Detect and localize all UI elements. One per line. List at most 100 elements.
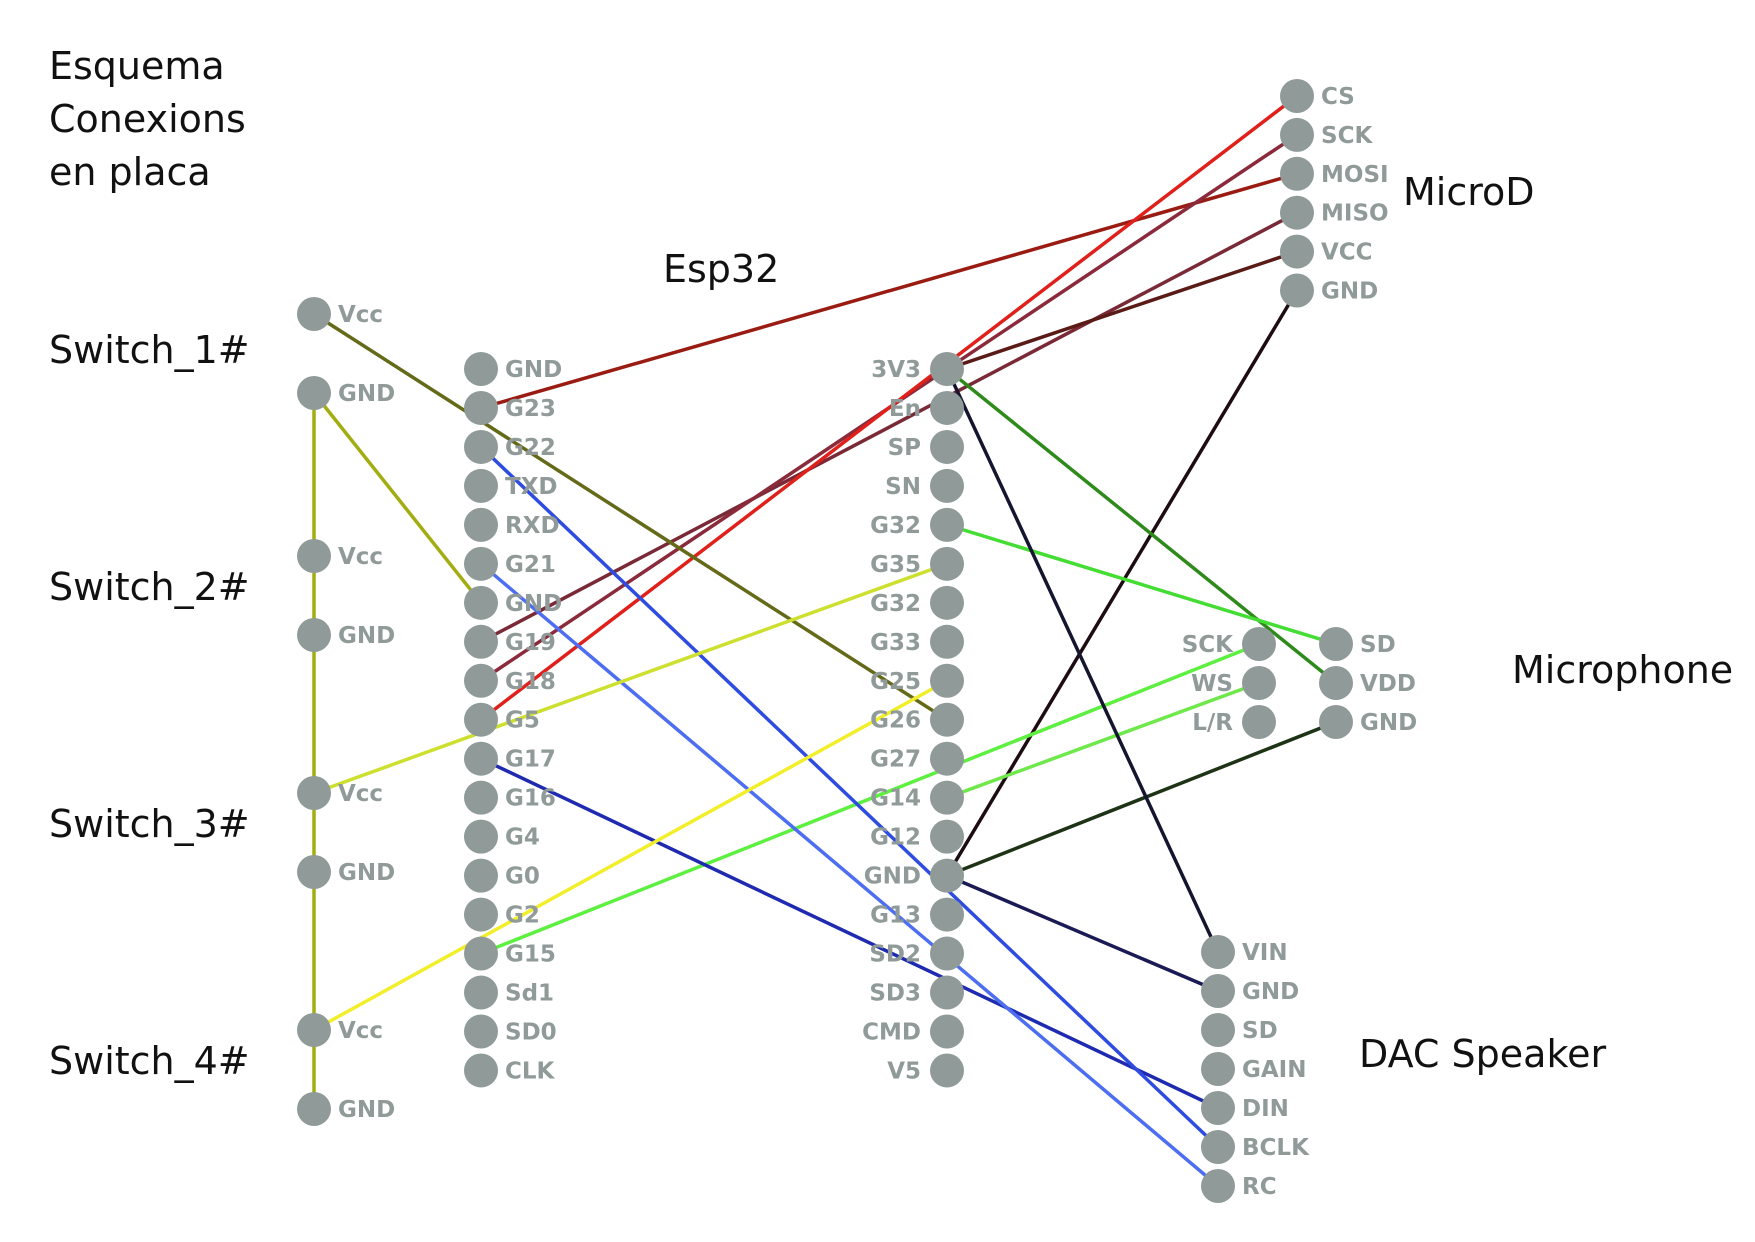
switch-2-vcc-pin-dot xyxy=(297,539,331,573)
esp32-right-pin-g12-dot xyxy=(930,820,964,854)
esp32-left-pin-g21-dot xyxy=(464,547,498,581)
esp32-right-pin-sd2-label: SD2 xyxy=(869,942,921,968)
switch-3-title: Switch_3# xyxy=(49,802,250,846)
esp32-right-pin-gnd-dot xyxy=(930,859,964,893)
esp32-left-pin-gnd-2: GND xyxy=(464,586,562,620)
switch-3-gnd-pin-label: GND xyxy=(338,860,395,886)
microphone-right-pin-sd: SD xyxy=(1319,627,1396,661)
esp32-right-pin-en-dot xyxy=(930,391,964,425)
esp32-right-pin-g13-label: G13 xyxy=(870,903,921,929)
diagram-title-line-3: en placa xyxy=(49,150,211,194)
esp32-right-pin-g13-dot xyxy=(930,898,964,932)
wire-esp32-right-g14-to-microphone-ws xyxy=(947,683,1259,798)
esp32-left-pin-g2-dot xyxy=(464,898,498,932)
dac-pin-din-label: DIN xyxy=(1242,1096,1289,1122)
wire-switch-3-vcc-to-esp32-right-g35 xyxy=(314,564,947,793)
esp32-right-pin-cmd: CMD xyxy=(862,1014,964,1048)
microphone-title: Microphone xyxy=(1512,648,1733,692)
switch-3-gnd-pin-dot xyxy=(297,855,331,889)
esp32-left-pin-g22-dot xyxy=(464,430,498,464)
microphone-left-pin-ws-label: WS xyxy=(1191,671,1233,697)
dac-pin-bclk-dot xyxy=(1201,1130,1235,1164)
esp32-right-pin-g32-dot xyxy=(930,508,964,542)
esp32-right-pin-g33: G33 xyxy=(870,625,964,659)
microd-pin-gnd: GND xyxy=(1280,274,1378,308)
esp32-right-pin-g32: G32 xyxy=(870,508,964,542)
switch-1-vcc-pin: Vcc xyxy=(297,297,383,331)
esp32-right-pin-cmd-dot xyxy=(930,1014,964,1048)
esp32-left-pin-g5: G5 xyxy=(464,703,540,737)
switch-1-vcc-pin-label: Vcc xyxy=(338,302,383,328)
wire-switch-4-vcc-to-esp32-right-g25 xyxy=(314,681,947,1030)
esp32-right-pin-sn: SN xyxy=(885,469,964,503)
esp32-left-pin-g0: G0 xyxy=(464,859,540,893)
microphone-left-pin-ws-dot xyxy=(1242,666,1276,700)
esp32-right-pin-g35-label: G35 xyxy=(870,552,921,578)
dac-pin-rc: RC xyxy=(1201,1169,1277,1203)
esp32-right-pin-g25: G25 xyxy=(870,664,964,698)
esp32-right-pin-3v3-label: 3V3 xyxy=(871,357,921,383)
switch-4-vcc-pin-dot xyxy=(297,1013,331,1047)
esp32-left-pin-txd-dot xyxy=(464,469,498,503)
esp32-left-pin-g16-dot xyxy=(464,781,498,815)
esp32-left-pin-sd1-label: Sd1 xyxy=(505,981,554,1007)
esp32-right-pin-g14-dot xyxy=(930,781,964,815)
microphone-right-pin-vdd: VDD xyxy=(1319,666,1416,700)
microd-pin-cs-dot xyxy=(1280,79,1314,113)
dac-pin-rc-dot xyxy=(1201,1169,1235,1203)
esp32-right-pin-g35-dot xyxy=(930,547,964,581)
wire-esp32-right-gnd-to-dac-gnd xyxy=(947,876,1218,991)
dac-pin-vin-dot xyxy=(1201,935,1235,969)
esp32-left-pin-g21-label: G21 xyxy=(505,552,556,578)
esp32-left-pin-sd1: Sd1 xyxy=(464,976,554,1010)
microphone-right-pin-vdd-dot xyxy=(1319,666,1353,700)
esp32-left-pin-rxd: RXD xyxy=(464,508,560,542)
esp32-left-pin-rxd-label: RXD xyxy=(505,513,560,539)
microphone-right-pin-vdd-label: VDD xyxy=(1360,671,1416,697)
switch-1-gnd-pin-label: GND xyxy=(338,381,395,407)
dac-pin-din: DIN xyxy=(1201,1091,1289,1125)
esp32-left-pin-g18-label: G18 xyxy=(505,669,556,695)
microd-pin-vcc-dot xyxy=(1280,235,1314,269)
esp32-left-pin-txd-label: TXD xyxy=(505,474,558,500)
dac-pin-gain-dot xyxy=(1201,1052,1235,1086)
esp32-left-pin-clk: CLK xyxy=(464,1053,556,1087)
switch-3-vcc-pin-label: Vcc xyxy=(338,781,383,807)
microd-pin-mosi-label: MOSI xyxy=(1321,162,1389,188)
wire-esp32-right-3v3-to-microd-vcc xyxy=(947,252,1297,369)
esp32-right-pin-g26-dot xyxy=(930,703,964,737)
switch-1-title: Switch_1# xyxy=(49,328,250,372)
esp32-right-pin-sp: SP xyxy=(888,430,964,464)
microd-pin-cs-label: CS xyxy=(1321,84,1355,110)
esp32-left-pin-g19: G19 xyxy=(464,625,556,659)
esp32-left-pin-g4-dot xyxy=(464,820,498,854)
diagram-title-line-2: Conexions xyxy=(49,97,246,141)
wire-esp32-right-gnd-to-microd-gnd xyxy=(947,291,1297,876)
switch-4-gnd-pin: GND xyxy=(297,1092,395,1126)
switch-2-vcc-pin: Vcc xyxy=(297,539,383,573)
esp32-left-pin-g0-dot xyxy=(464,859,498,893)
microd-pin-sck-label: SCK xyxy=(1321,123,1373,149)
switch-2-title: Switch_2# xyxy=(49,565,250,609)
esp32-right-pin-g14-label: G14 xyxy=(870,786,921,812)
switch-4-title: Switch_4# xyxy=(49,1039,250,1083)
esp32-right-pin-sd3-dot xyxy=(930,976,964,1010)
microd-pin-miso: MISO xyxy=(1280,196,1389,230)
wire-switch-1-gnd-to-esp32-left-gnd-2 xyxy=(314,393,481,603)
switch-3-vcc-pin: Vcc xyxy=(297,776,383,810)
dac-pin-sd: SD xyxy=(1201,1013,1278,1047)
esp32-left-pin-g16: G16 xyxy=(464,781,556,815)
esp32-title: Esp32 xyxy=(663,247,779,291)
microd-pin-mosi: MOSI xyxy=(1280,157,1389,191)
esp32-left-pin-g0-label: G0 xyxy=(505,864,540,890)
switch-2-gnd-pin: GND xyxy=(297,618,395,652)
esp32-right-pin-g13: G13 xyxy=(870,898,964,932)
esp32-right-pin-sn-label: SN xyxy=(885,474,921,500)
esp32-left-pin-g22: G22 xyxy=(464,430,556,464)
esp32-left-pin-gnd: GND xyxy=(464,352,562,386)
esp32-left-pin-clk-label: CLK xyxy=(505,1058,556,1084)
esp32-right-pin-sp-dot xyxy=(930,430,964,464)
dac-pin-vin-label: VIN xyxy=(1242,940,1288,966)
esp32-right-pin-v5-label: V5 xyxy=(887,1058,921,1084)
